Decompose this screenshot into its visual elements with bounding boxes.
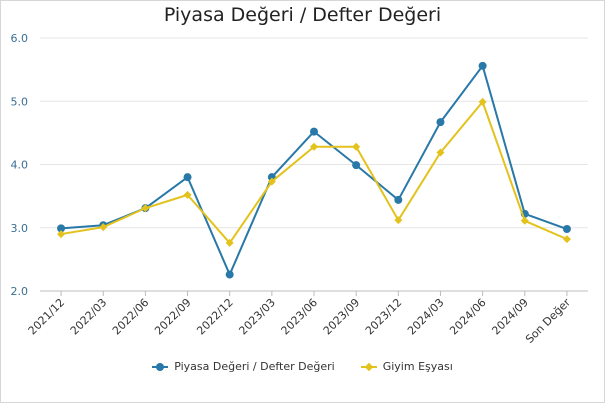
y-tick-label-0: 2.0 (11, 285, 29, 298)
x-tick-label-6: 2023/06 (279, 296, 321, 338)
legend-label-series-2: Giyim Eşyası (382, 360, 453, 373)
series-2-point-8 (394, 216, 403, 225)
legend-marker-series-2 (364, 362, 373, 371)
legend-swatch-series-2 (360, 362, 377, 371)
series-1-point-8 (394, 195, 403, 204)
legend: Piyasa Değeri / Defter Değeri Giyim Eşya… (0, 360, 605, 373)
x-tick-label-11: 2024/09 (489, 296, 531, 338)
series-line-2 (60, 100, 568, 244)
x-tick-label-5: 2023/03 (236, 296, 278, 338)
series-1-point-10 (478, 61, 487, 70)
series-2-point-1 (99, 223, 108, 232)
y-tick-label-2: 4.0 (11, 159, 29, 172)
series-1-point-4 (225, 270, 234, 279)
series-2-point-0 (57, 230, 66, 239)
series-2-point-2 (141, 204, 150, 213)
y-tick-label-3: 5.0 (11, 95, 29, 108)
series-2-point-12 (562, 235, 571, 244)
x-tick-label-7: 2023/09 (321, 296, 363, 338)
series-line-1 (61, 64, 568, 276)
series-1-point-6 (310, 127, 318, 136)
x-tick-label-10: 2024/06 (447, 296, 489, 338)
legend-marker-series-1 (156, 362, 165, 371)
series-1-point-12 (562, 225, 571, 234)
y-tick-label-1: 3.0 (11, 222, 29, 235)
x-tick-label-4: 2022/12 (194, 296, 236, 338)
x-tick-label-1: 2022/03 (68, 296, 110, 338)
x-tick-label-0: 2021/12 (26, 296, 68, 338)
x-tick-label-9: 2024/03 (405, 296, 447, 338)
series-1-point-3 (183, 173, 192, 182)
legend-item-series-2[interactable]: Giyim Eşyası (360, 360, 453, 373)
series-2-point-9 (436, 148, 445, 157)
series-2-point-5 (267, 177, 276, 186)
legend-item-series-1[interactable]: Piyasa Değeri / Defter Değeri (152, 360, 335, 373)
x-tick-label-12: Son Değer (523, 296, 573, 346)
y-tick-label-4: 6.0 (11, 32, 29, 45)
x-tick-label-3: 2022/09 (152, 296, 194, 338)
series-2-point-3 (183, 190, 192, 199)
legend-swatch-series-1 (152, 362, 169, 371)
series-1-point-9 (436, 118, 445, 127)
series-2-point-11 (520, 216, 529, 225)
series-2-point-6 (310, 142, 318, 151)
series-1-point-7 (352, 161, 361, 170)
series-1-point-0 (57, 224, 66, 233)
series-2-point-4 (225, 238, 234, 247)
series-2-point-10 (478, 97, 487, 106)
series-2-point-7 (352, 142, 361, 151)
x-tick-label-2: 2022/06 (110, 296, 152, 338)
legend-label-series-1: Piyasa Değeri / Defter Değeri (174, 360, 335, 373)
chart-title: Piyasa Değeri / Defter Değeri (163, 4, 442, 26)
x-tick-label-8: 2023/12 (363, 296, 405, 338)
